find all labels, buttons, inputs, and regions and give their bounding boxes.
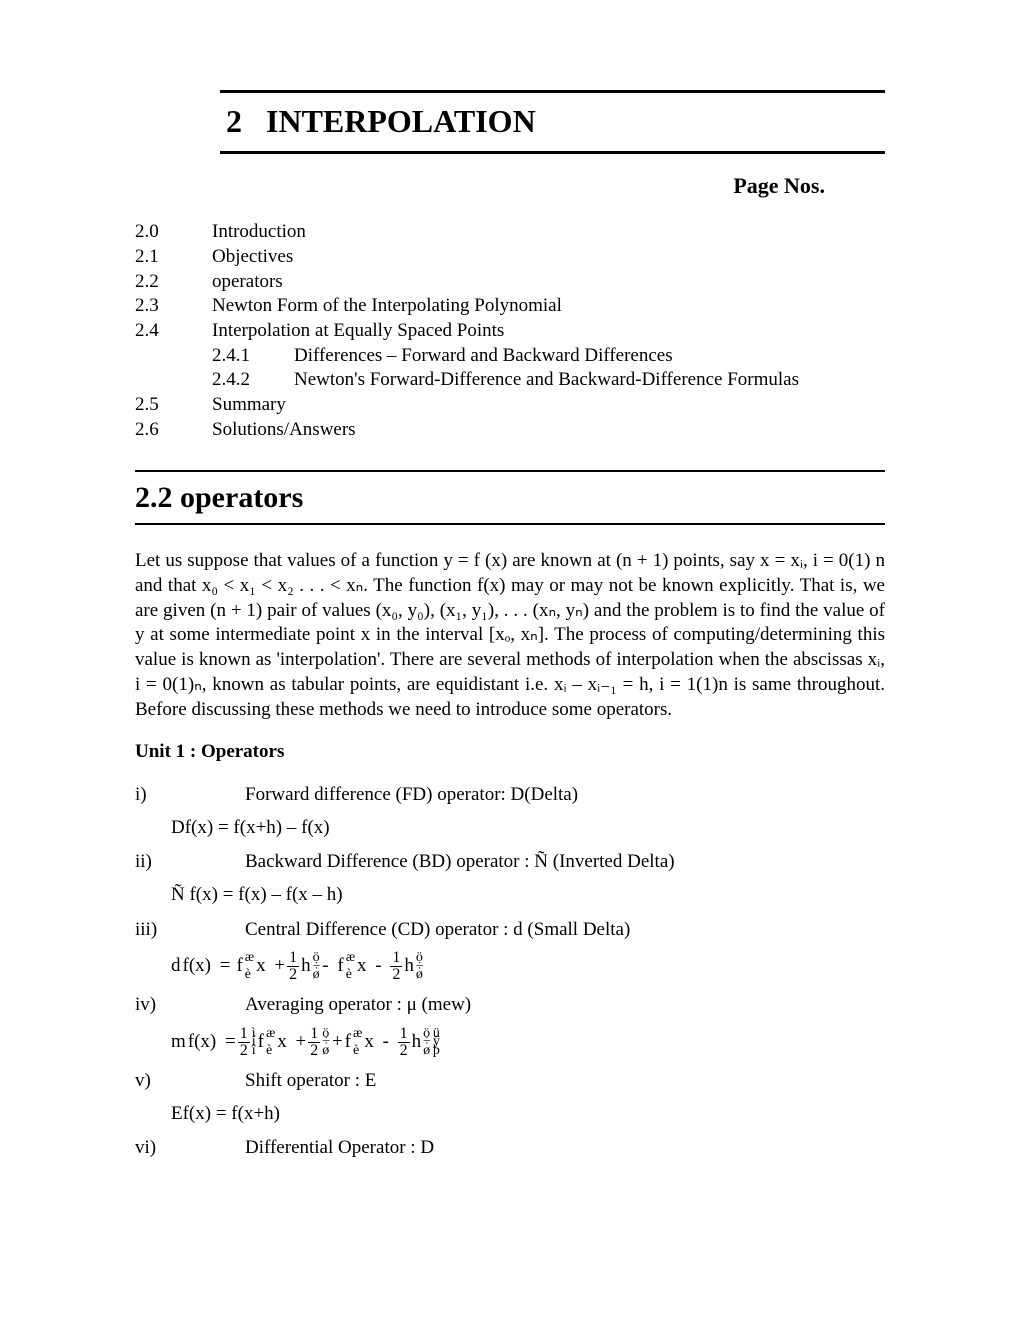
toc-text: Introduction [212,220,306,245]
right-paren-stack: ö÷ø [322,1030,330,1055]
left-paren-stack: ææè [245,954,254,979]
right-paren-stack: ö÷ø [313,954,321,979]
unit-title-block: 2 INTERPOLATION [220,90,885,154]
left-paren-stack: ææè [353,1030,362,1055]
unit-subtitle: Unit 1 : Operators [135,740,885,765]
operator-row-vi: vi) Differential Operator : D [135,1136,885,1161]
page-nos-label: Page Nos. [135,172,825,201]
op-label: vi) [135,1136,245,1161]
toc-row: 2.0 Introduction [135,220,885,245]
toc-text: Summary [212,393,286,418]
table-of-contents: 2.0 Introduction 2.1 Objectives 2.2 operato… [135,220,885,442]
toc-row: 2.3 Newton Form of the Interpolating Poly… [135,294,885,319]
toc-row: 2.1 Objectives [135,245,885,270]
toc-num: 2.4 [135,319,180,344]
op-text: Averaging operator : μ (mew) [245,993,471,1018]
operator-row-v: v) Shift operator : E [135,1069,885,1094]
toc-text: Solutions/Answers [212,418,356,443]
toc-text: Interpolation at Equally Spaced Points [212,319,504,344]
toc-sub-text: Newton's Forward-Difference and Backward… [294,368,799,393]
op-label: iii) [135,918,245,943]
fraction-half: 12 [287,950,299,983]
op-text: Forward difference (FD) operator: D(Delt… [245,783,578,808]
section-header: 2.2 operators [135,470,885,525]
operator-row-i: i) Forward difference (FD) operator: D(D… [135,783,885,808]
formula-iv: mf(x) = 12 ìíî f ææè x + 12 ö÷ø +f ææè x… [171,1026,885,1059]
operator-row-ii: ii) Backward Difference (BD) operator : … [135,850,885,875]
op-text: Backward Difference (BD) operator : Ñ (I… [245,850,675,875]
intro-paragraph: Let us suppose that values of a function… [135,549,885,722]
unit-number: 2 [226,103,242,139]
toc-row: 2.5 Summary [135,393,885,418]
toc-num: 2.0 [135,220,180,245]
formula-v: Ef(x) = f(x+h) [171,1102,885,1127]
toc-text: Newton Form of the Interpolating Polynom… [212,294,562,319]
toc-sub-row: 2.4.2 Newton's Forward-Difference and Bac… [212,368,885,393]
op-text: Shift operator : E [245,1069,376,1094]
left-brace-stack: ìíî [252,1030,256,1055]
op-label: v) [135,1069,245,1094]
fraction-half: 12 [238,1026,250,1059]
toc-sub-row: 2.4.1 Differences – Forward and Backward … [212,344,885,369]
op-label: iv) [135,993,245,1018]
toc-num: 2.1 [135,245,180,270]
toc-num: 2.2 [135,270,180,295]
toc-row: 2.4 Interpolation at Equally Spaced Point… [135,319,885,344]
toc-num: 2.6 [135,418,180,443]
toc-row: 2.2 operators [135,270,885,295]
toc-text: Objectives [212,245,293,270]
section-title: 2.2 operators [135,478,885,517]
toc-row: 2.6 Solutions/Answers [135,418,885,443]
fraction-half: 12 [398,1026,410,1059]
toc-sub-num: 2.4.1 [212,344,262,369]
fraction-half: 12 [390,950,402,983]
fraction-half: 12 [308,1026,320,1059]
toc-num: 2.3 [135,294,180,319]
formula-ii: Ñ f(x) = f(x) – f(x – h) [171,883,885,908]
right-brace-stack: üýþ [433,1030,440,1055]
op-text: Central Difference (CD) operator : d (Sm… [245,918,630,943]
formula-iii: df(x) =f ææè x + 12 h ö÷ø - f ææè x - 12… [171,950,885,983]
formula-i: Df(x) = f(x+h) – f(x) [171,816,885,841]
right-paren-stack: ö÷ø [423,1030,431,1055]
toc-sub-text: Differences – Forward and Backward Diffe… [294,344,673,369]
unit-title-text: INTERPOLATION [266,103,536,139]
left-paren-stack: ææè [266,1030,275,1055]
op-label: i) [135,783,245,808]
toc-num: 2.5 [135,393,180,418]
left-paren-stack: ææè [346,954,355,979]
toc-text: operators [212,270,283,295]
toc-sub-num: 2.4.2 [212,368,262,393]
operator-row-iv: iv) Averaging operator : μ (mew) [135,993,885,1018]
op-text: Differential Operator : D [245,1136,434,1161]
right-paren-stack: ö÷ø [416,954,424,979]
unit-title: 2 INTERPOLATION [226,101,885,143]
operator-row-iii: iii) Central Difference (CD) operator : … [135,918,885,943]
op-label: ii) [135,850,245,875]
